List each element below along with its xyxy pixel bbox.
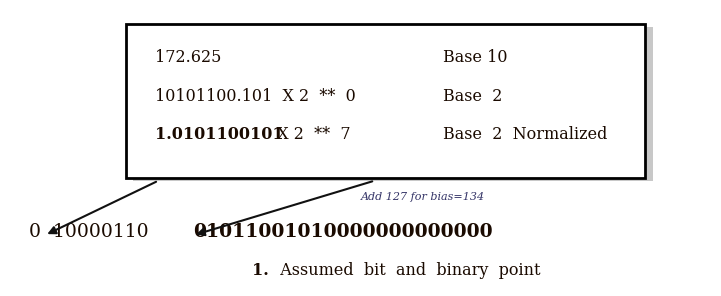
Text: 1.: 1. [252,262,269,279]
Text: X 2  **  7: X 2 ** 7 [267,126,350,143]
Text: 10101100.101  X 2  **  0: 10101100.101 X 2 ** 0 [155,88,355,105]
Text: 172.625: 172.625 [155,49,221,66]
Text: Base  2  Normalized: Base 2 Normalized [443,126,608,143]
Text: 01011001010000000000000: 01011001010000000000000 [193,223,493,241]
FancyBboxPatch shape [133,27,653,181]
Text: Assumed  bit  and  binary  point: Assumed bit and binary point [270,262,541,279]
Text: Add 127 for bias=134: Add 127 for bias=134 [360,192,485,202]
Text: Base 10: Base 10 [443,49,508,66]
Text: Base  2: Base 2 [443,88,503,105]
Text: 1.0101100101: 1.0101100101 [155,126,283,143]
Text: 0  10000110: 0 10000110 [29,223,161,241]
FancyBboxPatch shape [126,24,645,178]
